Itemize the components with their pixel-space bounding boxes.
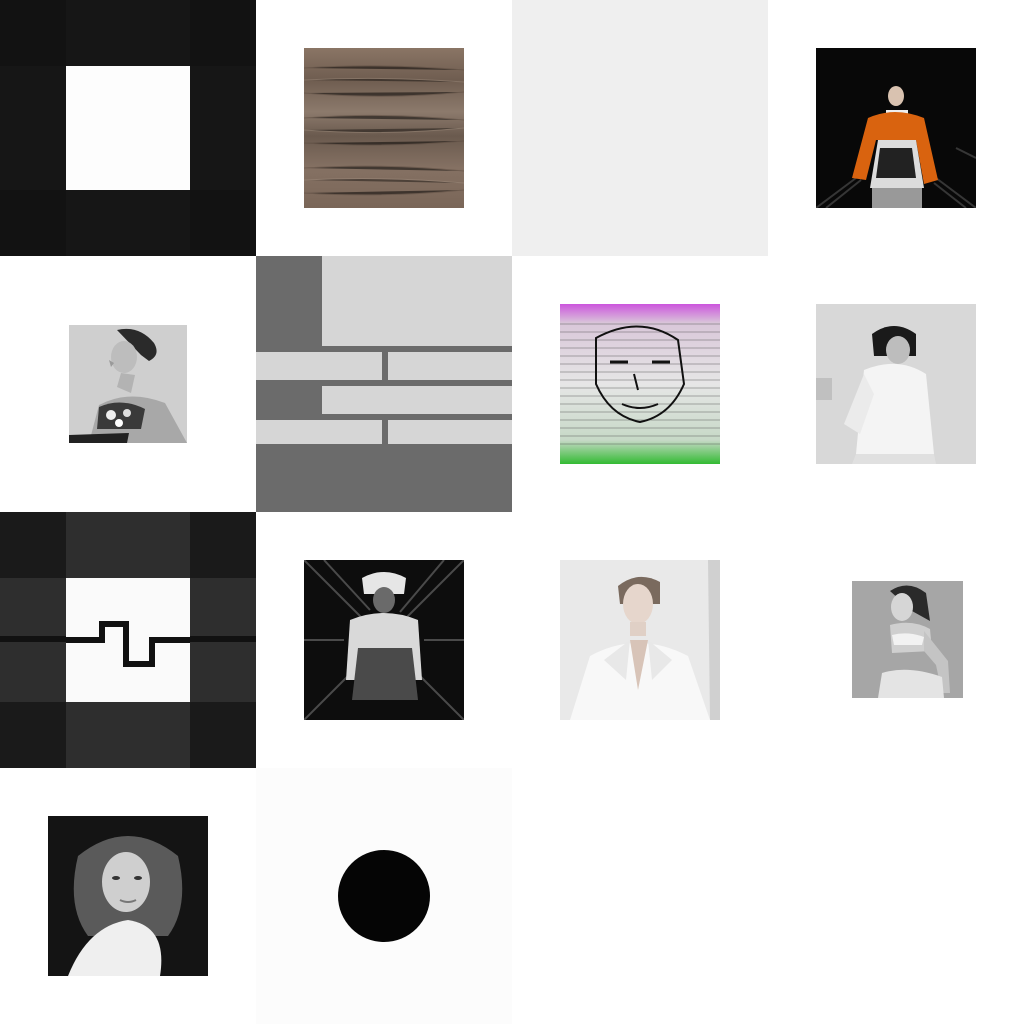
gray-block-pattern-tile (256, 256, 512, 512)
black-circle (338, 850, 430, 942)
empty-tile (768, 768, 1024, 1024)
profile-portrait-image (69, 325, 187, 443)
fur-coat-model-tile (256, 512, 512, 768)
seated-model-tile (768, 512, 1024, 768)
white-blazer-model-image (560, 560, 720, 720)
black-circle-tile (256, 768, 512, 1024)
dark-square-tile (0, 0, 256, 256)
glitch-face-image (560, 304, 720, 464)
runway-photo-tile (768, 0, 1024, 256)
wood-texture-tile (256, 0, 512, 256)
fur-coat-model-image (304, 560, 464, 720)
white-blazer-model-tile (512, 512, 768, 768)
blank-gray-tile (512, 0, 768, 256)
runway-image (816, 48, 976, 208)
white-square (66, 66, 190, 190)
girl-portrait-image (48, 816, 208, 976)
empty-tile (512, 768, 768, 1024)
profile-portrait-tile (0, 256, 256, 512)
square-wave-tile (0, 512, 256, 768)
white-square (66, 578, 190, 702)
wood-texture-image (304, 48, 464, 208)
seated-model-image (852, 581, 963, 698)
white-shirt-model-image (816, 304, 976, 464)
glitch-face-tile (512, 256, 768, 512)
white-shirt-model-tile (768, 256, 1024, 512)
girl-portrait-tile (0, 768, 256, 1024)
